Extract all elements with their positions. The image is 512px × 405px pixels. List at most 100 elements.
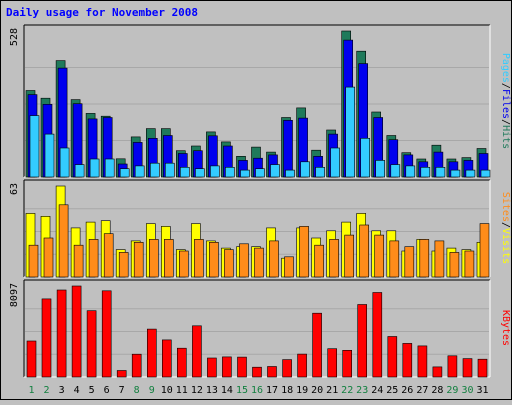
bar-sites-30: [464, 250, 475, 278]
bar-sites-9: [149, 239, 159, 278]
bar-kbytes-10: [162, 339, 172, 378]
bar-pages-31: [480, 169, 491, 178]
legend-hits-files-pages: Pages/Files/Hits: [500, 53, 511, 149]
bar-kbytes-7: [116, 370, 127, 378]
bar-sites-6: [103, 233, 114, 278]
x-tick-label-4: 4: [74, 385, 80, 396]
x-tick-label-16: 16: [251, 385, 263, 396]
x-tick-label-13: 13: [206, 385, 218, 396]
bar-kbytes-9: [147, 328, 157, 378]
x-tick-label-12: 12: [191, 385, 203, 396]
bar-pages-21: [330, 147, 340, 178]
bar-pages-30: [465, 169, 476, 178]
bar-sites-10: [164, 239, 174, 278]
bar-sites-4: [73, 244, 84, 278]
bar-kbytes-30: [462, 358, 473, 378]
bar-pages-28: [435, 167, 446, 178]
bar-kbytes-17: [267, 366, 277, 378]
x-tick-label-18: 18: [281, 385, 293, 396]
bar-pages-26: [405, 165, 416, 178]
x-tick-label-3: 3: [59, 385, 65, 396]
bar-pages-16: [255, 168, 265, 178]
bar-sites-31: [479, 223, 490, 278]
x-tick-label-25: 25: [386, 385, 398, 396]
bar-sites-27: [419, 239, 430, 278]
bar-kbytes-21: [327, 348, 338, 378]
panel-visits-sites: 63 Sites/Visits: [9, 179, 511, 278]
bar-pages-11: [180, 167, 190, 178]
bar-pages-9: [150, 162, 160, 178]
x-tick-label-31: 31: [476, 385, 488, 396]
bar-sites-15: [239, 243, 249, 278]
y-max-label-kbytes: 8097: [9, 283, 20, 307]
bar-pages-27: [420, 167, 431, 178]
bar-kbytes-16: [252, 366, 262, 378]
x-tick-label-5: 5: [89, 385, 95, 396]
bar-kbytes-12: [192, 325, 202, 378]
bar-sites-24: [374, 234, 385, 278]
bar-kbytes-26: [402, 343, 413, 378]
legend-entry-hits: Hits: [500, 125, 511, 149]
bar-sites-21: [329, 239, 339, 278]
bar-pages-7: [119, 168, 130, 178]
x-tick-label-11: 11: [176, 385, 188, 396]
bar-kbytes-27: [417, 345, 428, 378]
bar-files-18: [283, 120, 293, 178]
bar-sites-12: [194, 239, 204, 278]
bar-sites-17: [269, 240, 279, 278]
legend-visits-sites: Sites/Visits: [500, 192, 511, 264]
x-tick-label-17: 17: [266, 385, 278, 396]
bar-kbytes-31: [477, 358, 488, 378]
bar-pages-14: [225, 167, 235, 178]
legend-kbytes: KBytes: [500, 310, 511, 346]
legend-separator: /: [500, 222, 511, 228]
bar-pages-17: [270, 164, 280, 178]
bar-pages-13: [210, 165, 220, 178]
bar-kbytes-19: [297, 353, 307, 378]
bar-sites-18: [284, 256, 294, 278]
bar-sites-29: [449, 252, 460, 278]
plot-area-kbytes: [24, 280, 490, 377]
legend-entry-visits: Visits: [500, 228, 511, 264]
bar-pages-19: [300, 161, 310, 178]
bar-sites-13: [209, 242, 219, 278]
y-max-label-visits-sites: 63: [9, 183, 20, 195]
bar-sites-20: [314, 244, 324, 278]
x-tick-label-28: 28: [431, 385, 443, 396]
bar-sites-26: [404, 246, 415, 278]
bar-pages-8: [134, 165, 145, 178]
bar-kbytes-5: [86, 310, 97, 378]
bar-sites-25: [389, 240, 400, 278]
bar-kbytes-23: [357, 304, 368, 378]
bar-sites-19: [299, 226, 309, 278]
bar-sites-2: [43, 237, 54, 278]
bar-sites-11: [179, 250, 189, 278]
bar-kbytes-8: [131, 353, 142, 378]
x-tick-label-26: 26: [401, 385, 413, 396]
bar-sites-7: [118, 252, 129, 278]
bar-kbytes-4: [71, 285, 82, 378]
x-tick-label-21: 21: [326, 385, 338, 396]
bar-pages-6: [104, 158, 115, 178]
bar-kbytes-29: [447, 355, 458, 378]
legend-entry-sites: Sites: [500, 192, 511, 222]
chart-panels: 5 28 Pages/Files/Hits 63 Sites/Visits 8097 KBy…: [9, 24, 511, 396]
x-tick-label-19: 19: [296, 385, 308, 396]
bar-kbytes-25: [387, 336, 398, 378]
bar-kbytes-20: [312, 312, 322, 378]
x-tick-label-22: 22: [341, 385, 353, 396]
bar-pages-10: [165, 162, 175, 178]
bar-kbytes-15: [237, 356, 247, 378]
x-tick-label-8: 8: [134, 385, 140, 396]
x-tick-label-20: 20: [311, 385, 323, 396]
bar-kbytes-1: [26, 340, 37, 378]
bar-sites-5: [88, 239, 99, 278]
bar-sites-8: [133, 242, 144, 278]
x-tick-label-1: 1: [28, 385, 34, 396]
bar-pages-5: [89, 158, 100, 178]
x-tick-label-27: 27: [416, 385, 428, 396]
bar-kbytes-22: [342, 349, 353, 378]
x-tick-label-9: 9: [149, 385, 155, 396]
